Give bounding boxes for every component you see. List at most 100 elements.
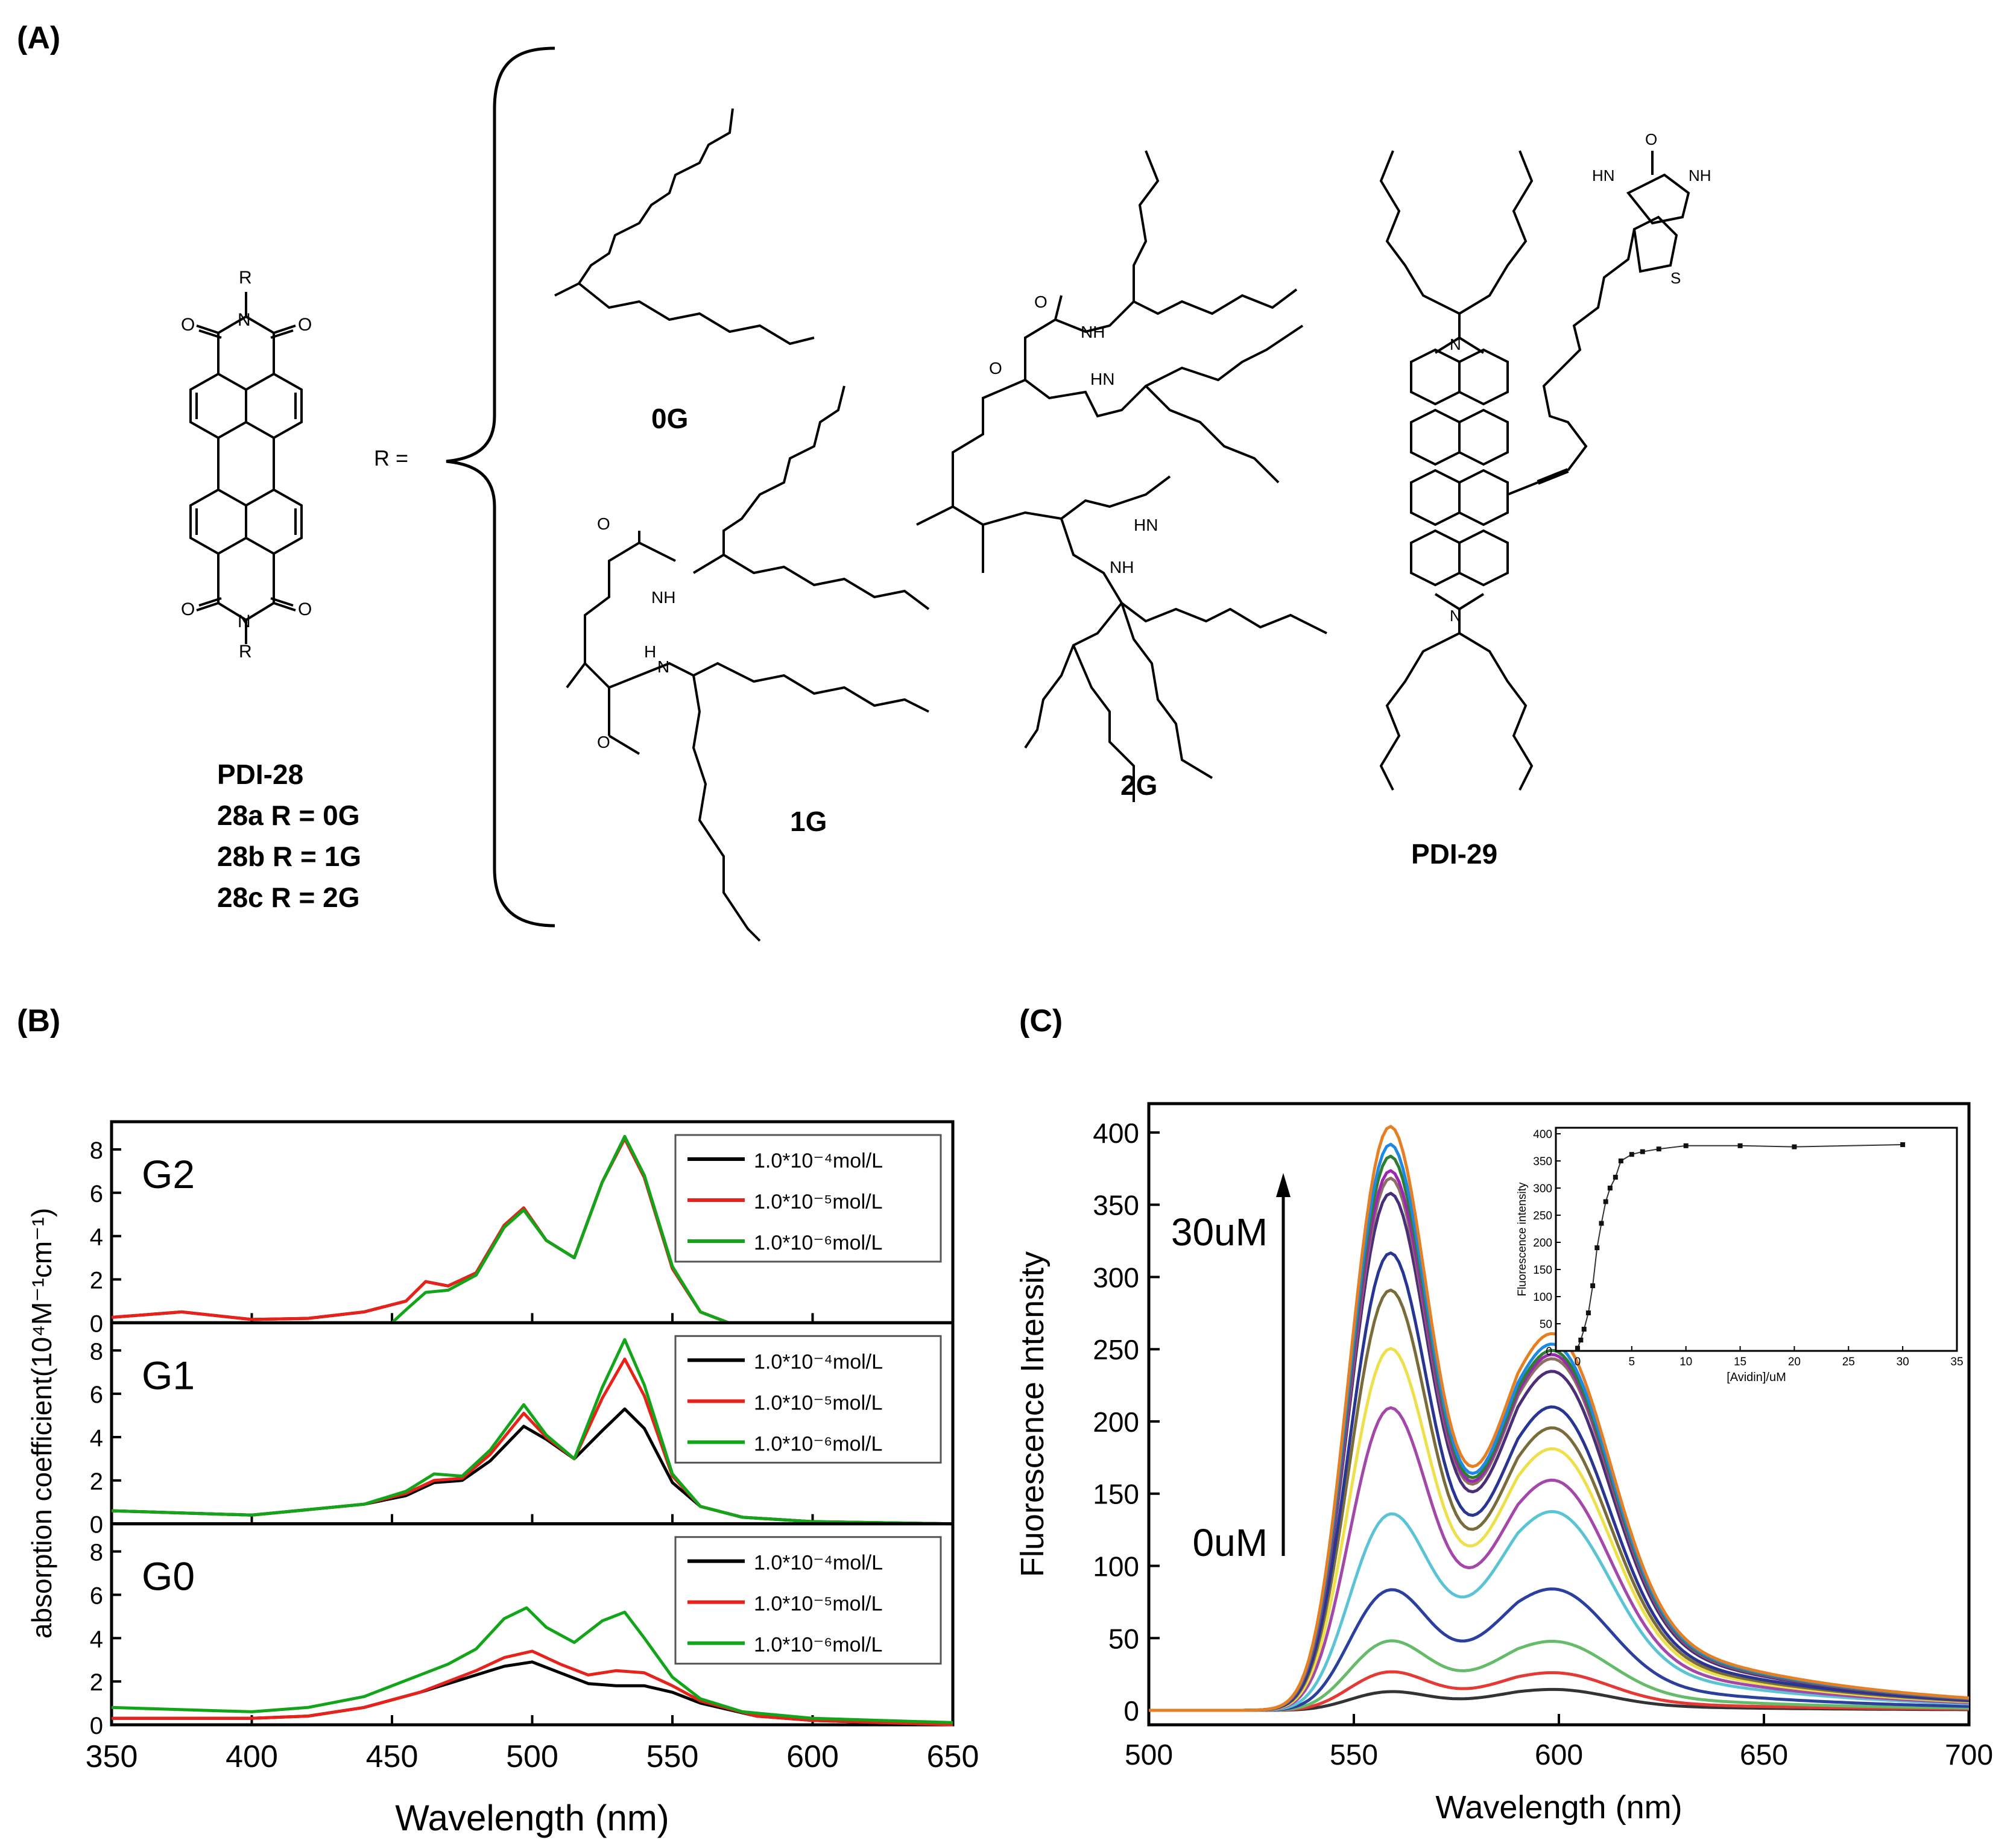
y-tick-label: 350 <box>1093 1190 1139 1221</box>
r-equals-label: R = <box>374 446 408 470</box>
atom-label: N <box>657 657 669 676</box>
atom-label: O <box>181 599 195 619</box>
atom-label: O <box>298 315 312 335</box>
atom-label: NH <box>651 588 675 607</box>
y-tick-label: 200 <box>1093 1406 1139 1438</box>
inset-y-axis-label: Fluorescence intensity <box>1516 1182 1529 1297</box>
inset-data-point <box>1640 1149 1645 1154</box>
subplot-g0: 0 2 4 6 8 G0 1.0*10⁻⁴mol/L 1.0*10⁻⁵mol/L 1.0*10⁻… <box>90 1522 955 1739</box>
y-axis-label: absorption coefficient(10⁴M⁻¹cm⁻¹) <box>26 1208 57 1639</box>
atom-label: O <box>298 599 312 619</box>
y-tick-label: 2 <box>90 1468 103 1495</box>
series-line-g2-1 <box>111 1137 729 1324</box>
atom-label: HN <box>1090 370 1114 388</box>
brace-bracket <box>446 46 555 928</box>
panel-label-b: (B) <box>17 1004 60 1038</box>
y-tick-label: 0 <box>1123 1695 1139 1727</box>
panel-label-a: (A) <box>17 21 60 55</box>
inset-data-point <box>1585 1310 1591 1315</box>
inset-data-point <box>1629 1152 1634 1157</box>
legend-label: 1.0*10⁻⁴mol/L <box>754 1149 883 1172</box>
annotation-0um: 0uM <box>1193 1521 1268 1564</box>
atom-label: NH <box>1081 323 1105 341</box>
annotation-30um: 30uM <box>1171 1210 1268 1254</box>
series-line-g2-2 <box>111 1137 729 1324</box>
inset-y-tick-label: 50 <box>1540 1318 1552 1331</box>
inset-x-tick-label: 0 <box>1575 1356 1581 1368</box>
y-tick-label: 0 <box>90 1713 103 1739</box>
pdi29-structure <box>1379 150 1690 791</box>
series-line-g1-3 <box>111 1338 953 1526</box>
inset-data-point <box>1599 1221 1604 1226</box>
x-tick-label: 550 <box>646 1739 699 1774</box>
legend-label: 1.0*10⁻⁴mol/L <box>754 1350 883 1373</box>
y-tick-label: 400 <box>1093 1117 1139 1149</box>
inset-data-point <box>1737 1143 1743 1148</box>
legend-label: 1.0*10⁻⁶mol/L <box>754 1432 882 1455</box>
y-tick-label: 2 <box>90 1267 103 1294</box>
inset-data-point <box>1590 1283 1596 1288</box>
legend-label: 1.0*10⁻⁵mol/L <box>754 1190 883 1213</box>
x-tick-label: 500 <box>1125 1739 1173 1771</box>
inset-data-point <box>1613 1175 1618 1180</box>
legend-label: 1.0*10⁻⁵mol/L <box>754 1593 883 1616</box>
atom-label: N <box>1450 335 1461 353</box>
inset-y-tick-label: 150 <box>1533 1264 1552 1277</box>
y-tick-label: 2 <box>90 1669 103 1696</box>
inset-x-tick-label: 15 <box>1734 1356 1746 1368</box>
x-tick-label: 600 <box>1535 1739 1583 1771</box>
inset-x-tick-label: 35 <box>1950 1356 1963 1368</box>
atom-label: H <box>644 642 656 661</box>
x-tick-label: 600 <box>786 1739 839 1774</box>
x-tick-label: 400 <box>226 1739 278 1774</box>
inset-y-tick-label: 400 <box>1533 1128 1552 1141</box>
inset-data-point <box>1618 1159 1623 1163</box>
y-tick-label: 6 <box>90 1582 103 1609</box>
x-tick-label: 550 <box>1330 1739 1378 1771</box>
inset-data-point <box>1578 1338 1584 1342</box>
y-tick-label: 6 <box>90 1382 103 1408</box>
y-tick-label: 0 <box>90 1310 103 1337</box>
y-tick-label: 50 <box>1108 1623 1139 1654</box>
inset-data-point <box>1581 1327 1587 1332</box>
label-28c: 28c R = 2G <box>217 882 360 913</box>
atom-label: N <box>238 310 251 330</box>
x-tick-label: 650 <box>1740 1739 1788 1771</box>
y-tick-label: 250 <box>1093 1334 1139 1365</box>
dendron-1g-structure <box>566 385 930 942</box>
atom-label: HN <box>1592 166 1615 185</box>
y-tick-label: 4 <box>90 1425 103 1452</box>
x-tick-label: 650 <box>927 1739 979 1774</box>
inset-y-tick-label: 100 <box>1533 1291 1552 1304</box>
dendron-2g-structure <box>916 150 1327 802</box>
inset-x-tick-label: 10 <box>1679 1356 1692 1368</box>
inset-data-point <box>1900 1142 1906 1147</box>
x-tick-label: 500 <box>506 1739 558 1774</box>
inset-data-point <box>1594 1245 1600 1250</box>
x-tick-label: 700 <box>1945 1739 1993 1771</box>
atom-label: R <box>239 268 252 288</box>
label-pdi28: PDI-28 <box>217 759 303 790</box>
legend-label: 1.0*10⁻⁶mol/L <box>754 1634 882 1657</box>
inset-x-tick-label: 30 <box>1897 1356 1909 1368</box>
inset-data-point <box>1683 1143 1689 1148</box>
inset-x-tick-label: 25 <box>1842 1356 1855 1368</box>
y-tick-label: 6 <box>90 1181 103 1207</box>
atom-label: O <box>1645 130 1657 148</box>
x-tick-label: 350 <box>86 1739 138 1774</box>
inset-line <box>1576 1144 1903 1348</box>
chemical-structures-panel: R N O O N O O R R = <box>181 46 1711 942</box>
subplot-name: G2 <box>142 1152 195 1197</box>
inset-data-point <box>1607 1186 1613 1190</box>
inset-frame <box>1555 1127 1958 1352</box>
atom-label: O <box>597 514 610 533</box>
subplot-name: G0 <box>142 1554 195 1599</box>
label-28a: 28a R = 0G <box>217 800 360 831</box>
y-tick-label: 0 <box>90 1512 103 1538</box>
atom-label: N <box>238 612 251 631</box>
inset-data-point <box>1575 1345 1580 1351</box>
atom-label: O <box>989 359 1002 378</box>
inset-data-point <box>1656 1146 1661 1152</box>
inset-x-tick-label: 5 <box>1629 1356 1635 1368</box>
